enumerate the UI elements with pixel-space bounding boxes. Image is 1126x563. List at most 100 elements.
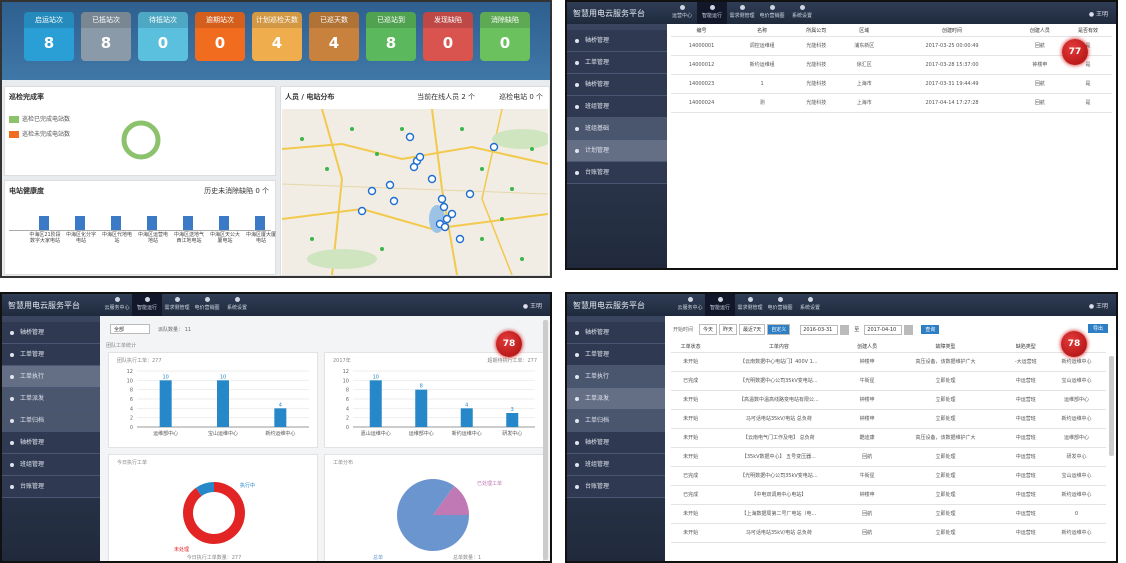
user-name[interactable]: ● 王明 <box>1088 11 1108 18</box>
calendar-icon[interactable] <box>840 324 850 335</box>
menu-item[interactable]: 智能运行 <box>132 294 162 316</box>
station-marker[interactable] <box>437 194 447 204</box>
column-header[interactable]: 工单状态 <box>671 342 711 353</box>
bar[interactable] <box>217 380 229 427</box>
table-row[interactable]: 已完成 【光明数据中心公司35kV变电站... 牛街星 立即处理 中运营班 宝山运维中心 <box>671 371 1106 391</box>
sidebar-item[interactable]: 轴桥管理 <box>567 432 665 454</box>
table-row[interactable]: 14000023 1 光能科技 上海市 2017-03-31 19:44:49 回航是 <box>671 74 1112 94</box>
menu-item[interactable]: 云服务中心 <box>102 294 132 316</box>
column-header[interactable]: 编号 <box>671 26 733 37</box>
bar[interactable] <box>415 389 428 427</box>
table-row[interactable]: 未开始 马可话电站35kV/电站 总负荷 钟楼申 立即处理 中运营班 新约运维中心 <box>671 409 1106 429</box>
sidebar-item[interactable]: 轴桥管理 <box>567 30 667 52</box>
notification-badge[interactable]: 78 <box>496 331 522 357</box>
sidebar-item[interactable]: 工单管理 <box>2 344 100 366</box>
scrollbar[interactable] <box>543 320 548 560</box>
sidebar-item[interactable]: 工单派发 <box>2 388 100 410</box>
calendar-icon[interactable] <box>904 324 914 335</box>
station-marker[interactable] <box>385 180 395 190</box>
sidebar-item[interactable]: 班组基础 <box>567 118 667 140</box>
menu-item[interactable]: 系统设置 <box>795 294 825 316</box>
user-name[interactable]: ● 王明 <box>522 303 542 310</box>
stat-card[interactable]: 计划巡检天数 4 <box>252 12 302 61</box>
station-marker[interactable] <box>465 189 475 199</box>
filter-tab[interactable]: 昨天 <box>719 324 738 335</box>
menu-item[interactable]: 需求侧管理 <box>727 2 757 24</box>
bar[interactable] <box>369 380 382 427</box>
station-marker[interactable] <box>489 142 499 152</box>
table-row[interactable]: 14000001 调控运维组 光能科技 浦东新区 2017-03-25 00:00:49… <box>671 36 1112 56</box>
station-marker[interactable] <box>440 222 450 232</box>
stat-card[interactable]: 已巡天数 4 <box>309 12 359 61</box>
column-header[interactable]: 区域 <box>840 26 889 37</box>
station-marker[interactable] <box>405 132 415 142</box>
column-header[interactable]: 名称 <box>732 26 793 37</box>
donut-segment[interactable] <box>195 482 215 497</box>
station-marker[interactable] <box>389 196 399 206</box>
bar[interactable] <box>506 413 519 427</box>
table-row[interactable]: 已完成 【中电双调用中心电站】 钟楼申 立即处理 中运营班 新约运维中心 <box>671 485 1106 505</box>
column-header[interactable]: 创建人员 <box>1015 26 1064 37</box>
column-header[interactable]: 创建时间 <box>888 26 1016 37</box>
station-marker[interactable] <box>439 202 449 212</box>
sidebar-item[interactable]: 工单执行 <box>567 366 665 388</box>
sidebar-item[interactable]: 工单管理 <box>567 344 665 366</box>
column-header[interactable]: 故障类型 <box>886 342 1005 353</box>
station-marker[interactable] <box>357 206 367 216</box>
notification-badge[interactable]: 78 <box>1061 331 1087 357</box>
menu-item[interactable]: 电价营销图 <box>192 294 222 316</box>
menu-item[interactable]: 云服务中心 <box>675 294 705 316</box>
distribution-map[interactable] <box>282 109 548 275</box>
column-header[interactable]: 创建人员 <box>847 342 887 353</box>
sidebar-item[interactable]: 台账管理 <box>2 476 100 498</box>
date-from[interactable]: 2016-03-31 <box>800 324 839 335</box>
column-header[interactable]: 工单内容 <box>710 342 848 353</box>
sidebar-item[interactable]: 工单归档 <box>2 410 100 432</box>
table-row[interactable]: 未开始 马可话电站35kV/电站 总负荷 回航 立即处理 中运营班 新约运维中心 <box>671 523 1106 543</box>
sidebar-item[interactable]: 轴桥管理 <box>567 322 665 344</box>
station-marker[interactable] <box>447 209 457 219</box>
table-row[interactable]: 已完成 【光明数据中心公司35kV变电站... 牛街星 立即处理 中运营班 宝山运维中心 <box>671 466 1106 486</box>
stat-card[interactable]: 启运站次 8 <box>24 12 74 61</box>
search-button[interactable]: 查询 <box>921 325 940 334</box>
sidebar-item[interactable]: 班组管理 <box>567 454 665 476</box>
bar[interactable] <box>460 408 473 427</box>
sidebar-item[interactable]: 台账管理 <box>567 162 667 184</box>
table-row[interactable]: 未开始 【上海数据局第二号厂电站（电... 回航 立即处理 中运营班 0 <box>671 504 1106 524</box>
sidebar-item[interactable]: 工单管理 <box>567 52 667 74</box>
bar[interactable] <box>274 408 287 427</box>
sidebar-item[interactable]: 台账管理 <box>567 476 665 498</box>
sidebar-item[interactable]: 工单派发 <box>567 388 665 410</box>
sidebar-item[interactable]: 工单归档 <box>567 410 665 432</box>
menu-item[interactable]: 系统设置 <box>787 2 817 24</box>
sidebar-item[interactable]: 轴桥管理 <box>567 74 667 96</box>
station-marker[interactable] <box>427 174 437 184</box>
menu-item[interactable]: 运营中心 <box>667 2 697 24</box>
stat-card[interactable]: 已巡站到 8 <box>366 12 416 61</box>
sidebar-item[interactable]: 轴桥管理 <box>2 432 100 454</box>
team-select[interactable]: 全部 <box>110 324 150 334</box>
menu-item[interactable]: 智能运行 <box>705 294 735 316</box>
menu-item[interactable]: 需求侧管理 <box>735 294 765 316</box>
station-marker[interactable] <box>455 234 465 244</box>
donut-segment[interactable] <box>183 482 245 544</box>
column-header[interactable]: 缺陷类型 <box>1004 342 1048 353</box>
menu-item[interactable]: 电价营销图 <box>757 2 787 24</box>
sidebar-item[interactable]: 班组管理 <box>567 96 667 118</box>
table-row[interactable]: 未开始 【高温数中温高线路变电站有限公... 钟楼申 立即处理 中运营班 运维部中心 <box>671 390 1106 410</box>
station-marker[interactable] <box>442 214 452 224</box>
stat-card[interactable]: 已抵站次 8 <box>81 12 131 61</box>
menu-item[interactable]: 需求侧管理 <box>162 294 192 316</box>
filter-tab[interactable]: 最近7天 <box>739 324 766 335</box>
table-row[interactable]: 未开始 【云南电气门工作及电】 总负荷 酷迪康 高压设备，该数据维护广大 中运营班 运维部… <box>671 428 1106 448</box>
sidebar-item[interactable]: 计划管理 <box>567 140 667 162</box>
table-row[interactable]: 未开始 【云南数据中心电站门】400V 1... 钟楼申 高压设备，该数据维护广大 -大… <box>671 352 1106 372</box>
export-button[interactable]: 导出 <box>1087 324 1108 333</box>
menu-item[interactable]: 系统设置 <box>222 294 252 316</box>
station-marker[interactable] <box>415 152 425 162</box>
table-row[interactable]: 14000024 测光能科技 上海市 2017-04-14 17:27:28 回航是 <box>671 93 1112 113</box>
bar[interactable] <box>159 380 172 427</box>
stat-card[interactable]: 待抵站次 0 <box>138 12 188 61</box>
user-name[interactable]: ● 王明 <box>1088 303 1108 310</box>
column-header[interactable]: 所属公司 <box>792 26 841 37</box>
